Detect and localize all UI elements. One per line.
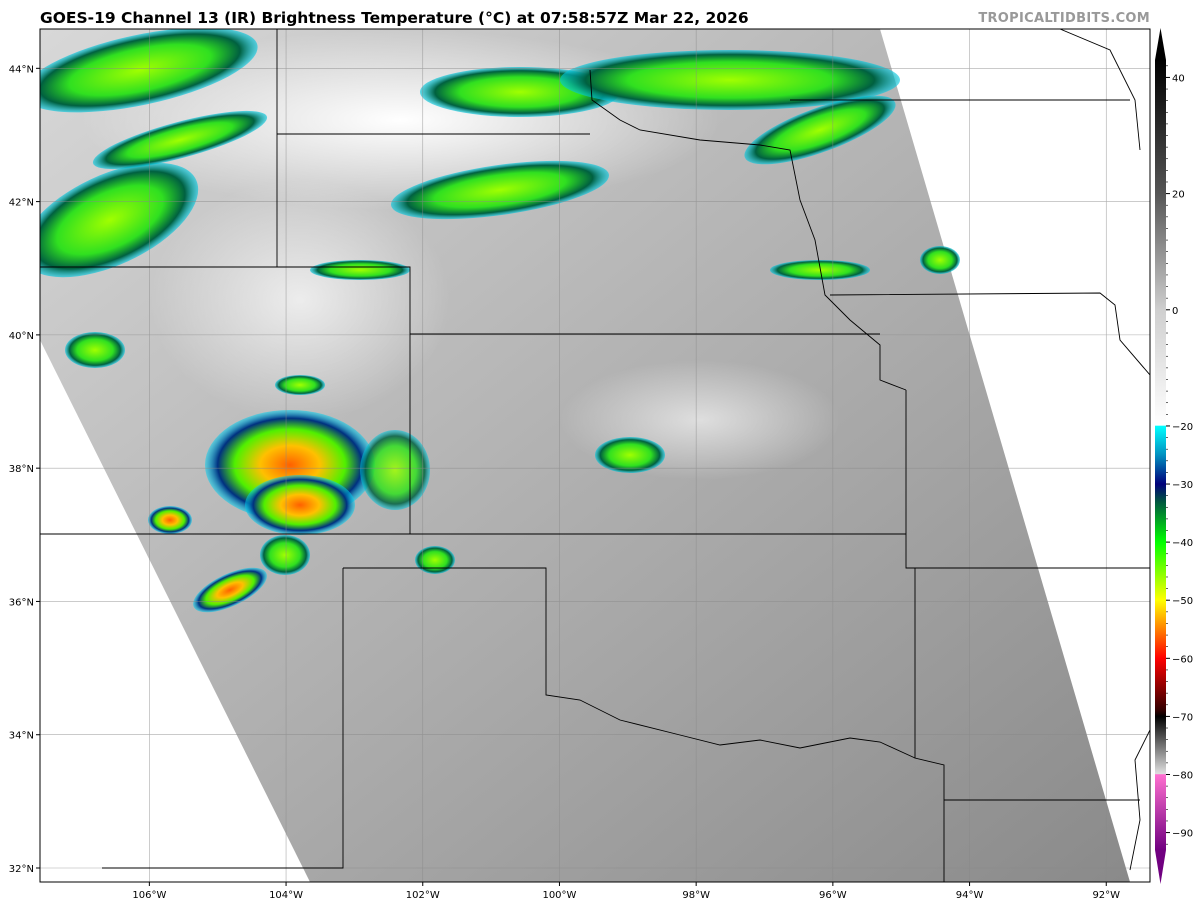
watermark: TROPICALTIDBITS.COM bbox=[978, 11, 1150, 26]
lat-tick-label: 42°N bbox=[9, 198, 34, 209]
latitude-labels: 44°N 42°N 40°N 38°N 36°N 34°N 32°N bbox=[9, 64, 40, 875]
colorbar-tick-label: −90 bbox=[1172, 829, 1193, 840]
colorbar-min-extend bbox=[1155, 850, 1166, 884]
map-area bbox=[40, 29, 1150, 882]
lon-tick-label: 102°W bbox=[406, 890, 440, 901]
lat-tick-label: 44°N bbox=[9, 64, 34, 75]
map-frame bbox=[39, 28, 1151, 883]
colorbar-tick-label: −60 bbox=[1172, 654, 1193, 665]
lat-tick-label: 34°N bbox=[9, 731, 34, 742]
lat-tick-label: 32°N bbox=[9, 864, 34, 875]
lon-tick-label: 100°W bbox=[542, 890, 576, 901]
colorbar-tick-label: −30 bbox=[1172, 480, 1193, 491]
lat-tick-label: 38°N bbox=[9, 464, 34, 475]
cloud-features bbox=[40, 29, 960, 613]
colorbar-tick-label: −20 bbox=[1172, 422, 1193, 433]
colorbar: 40 20 0 −20 −30 −40 −50 −60 −70 −80 −90 bbox=[1155, 28, 1193, 884]
lon-tick-label: 104°W bbox=[269, 890, 303, 901]
colorbar-tick-label: 0 bbox=[1172, 306, 1178, 317]
colorbar-tick-label: −80 bbox=[1172, 770, 1193, 781]
colorbar-max-extend bbox=[1155, 28, 1166, 60]
colorbar-tick-label: −50 bbox=[1172, 596, 1193, 607]
colorbar-tick-label: 20 bbox=[1172, 190, 1185, 201]
colorbar-scale bbox=[1155, 60, 1166, 850]
lon-tick-label: 98°W bbox=[682, 890, 710, 901]
longitude-labels: 106°W 104°W 102°W 100°W 98°W 96°W 94°W 92°W bbox=[132, 882, 1120, 901]
lat-tick-label: 40°N bbox=[9, 331, 34, 342]
state-borders bbox=[40, 29, 1150, 882]
lon-tick-label: 94°W bbox=[956, 890, 984, 901]
gridlines bbox=[40, 29, 1150, 882]
lon-tick-label: 96°W bbox=[819, 890, 847, 901]
map-title: GOES-19 Channel 13 (IR) Brightness Tempe… bbox=[40, 9, 749, 27]
colorbar-tick-label: −40 bbox=[1172, 538, 1193, 549]
colorbar-tick-label: −70 bbox=[1172, 712, 1193, 723]
colorbar-tick-label: 40 bbox=[1172, 73, 1185, 84]
lon-tick-label: 92°W bbox=[1092, 890, 1120, 901]
lat-tick-label: 36°N bbox=[9, 597, 34, 608]
lon-tick-label: 106°W bbox=[132, 890, 166, 901]
